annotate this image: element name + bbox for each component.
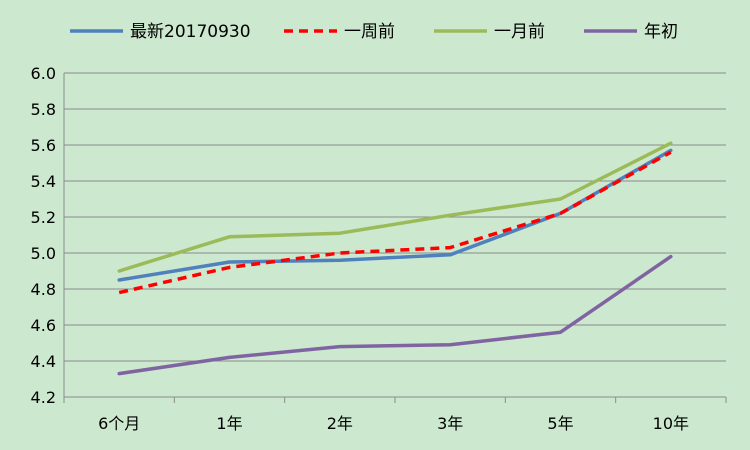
grid-layer [64, 72, 726, 398]
y-tick-label: 5.0 [31, 244, 56, 263]
series-line-2 [117, 141, 673, 273]
x-tick-label: 2年 [327, 414, 353, 433]
legend-label-2: 一月前 [494, 22, 545, 42]
y-tick-label: 5.8 [31, 100, 56, 119]
y-tick-label: 6.0 [31, 64, 56, 83]
legend-label-0: 最新20170930 [130, 22, 251, 42]
y-tick-label: 5.6 [31, 136, 56, 155]
series-line-1 [118, 150, 672, 295]
x-tick-label: 5年 [547, 414, 573, 433]
legend-label-1: 一周前 [344, 22, 395, 42]
x-tick-label: 3年 [437, 414, 463, 433]
x-tick-label: 1年 [216, 414, 242, 433]
y-tick-label: 4.6 [31, 316, 56, 335]
x-tick-label: 10年 [653, 414, 689, 433]
y-tick-label: 5.4 [31, 172, 56, 191]
series-line-0 [117, 148, 673, 282]
y-tick-label: 5.2 [31, 208, 56, 227]
x-tick-label: 6个月 [98, 414, 140, 433]
axis-layer: 4.2 4.4 4.6 4.8 5.0 5.2 5.4 5.6 5.8 6.0 6个月 1年 2年 3年 5… [31, 64, 727, 433]
legend-label-3: 年初 [644, 22, 678, 42]
y-tick-label: 4.8 [31, 280, 56, 299]
legend: 最新20170930 一周前 一月前 年初 [70, 22, 678, 42]
series-layer [117, 141, 673, 376]
y-tick-label: 4.2 [31, 388, 56, 407]
y-tick-label: 4.4 [31, 352, 56, 371]
series-line-3 [117, 254, 673, 376]
